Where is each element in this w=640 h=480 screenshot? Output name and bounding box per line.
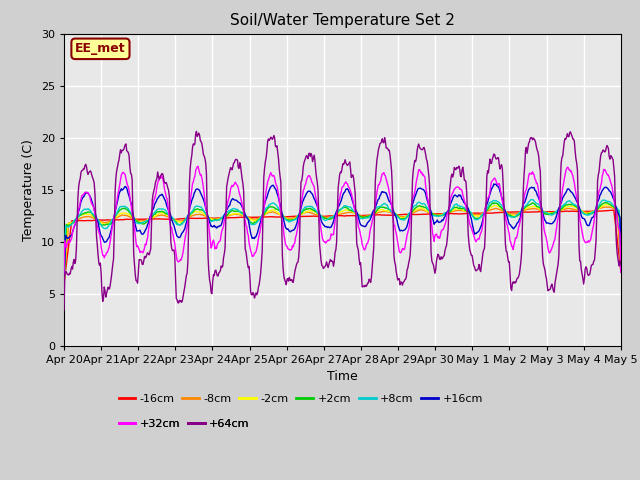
Legend: +32cm, +64cm: +32cm, +64cm [114,415,254,433]
Y-axis label: Temperature (C): Temperature (C) [22,139,35,240]
Title: Soil/Water Temperature Set 2: Soil/Water Temperature Set 2 [230,13,455,28]
X-axis label: Time: Time [327,370,358,383]
Text: EE_met: EE_met [75,42,126,55]
